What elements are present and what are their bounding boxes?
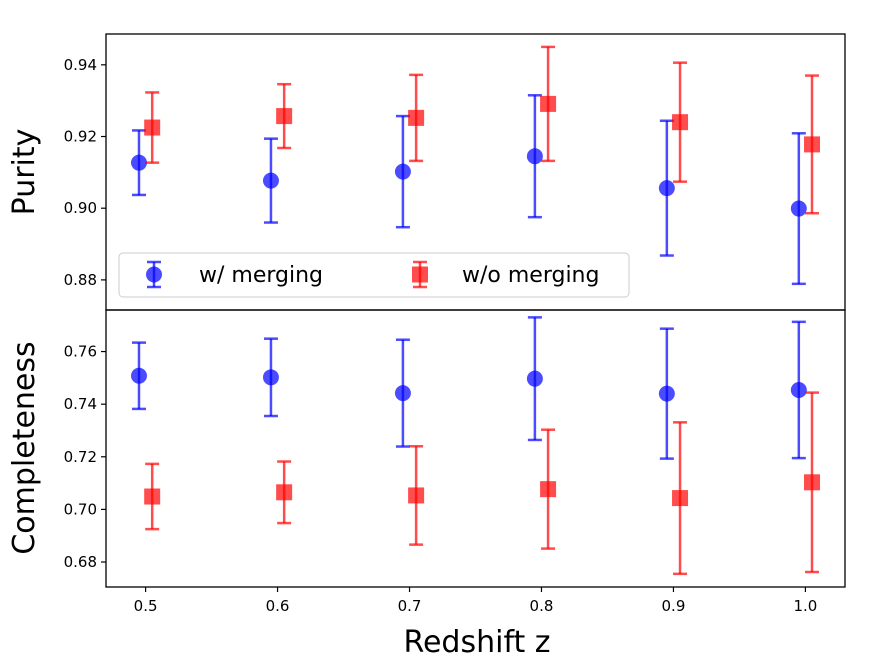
purity-marker-wo-merging bbox=[804, 136, 821, 153]
purity-panel: 0.88 0.90 0.92 0.94 Purity bbox=[7, 33, 846, 311]
completeness-marker-w-merging bbox=[790, 381, 807, 398]
completeness-marker-wo-merging bbox=[408, 487, 425, 504]
purity-marker-w-merging bbox=[658, 180, 675, 197]
purity-point-w-merging bbox=[262, 137, 279, 224]
completeness-marker-w-merging bbox=[130, 367, 147, 384]
x-ticks: 0.5 0.6 0.7 0.8 0.9 1.0 bbox=[134, 587, 817, 615]
purity-point-w-merging bbox=[658, 119, 675, 257]
legend-label-w-merging: w/ merging bbox=[199, 263, 323, 288]
completeness-point-w-merging bbox=[130, 341, 147, 411]
purity-y-ticks: 0.88 0.90 0.92 0.94 bbox=[64, 56, 106, 289]
x-tick-label: 0.9 bbox=[662, 597, 686, 615]
x-tick-label: 0.7 bbox=[398, 597, 422, 615]
completeness-y-tick-label: 0.70 bbox=[64, 500, 97, 518]
purity-marker-wo-merging bbox=[276, 108, 293, 125]
completeness-point-wo-merging bbox=[540, 428, 557, 550]
completeness-y-tick-label: 0.68 bbox=[64, 553, 97, 571]
completeness-panel: 0.680.700.720.740.76 0.5 0.6 0.7 0.8 0.9 1.0 … bbox=[7, 309, 846, 660]
x-axis-title: Redshift z bbox=[403, 625, 550, 660]
purity-marks bbox=[130, 45, 821, 286]
completeness-point-wo-merging bbox=[804, 391, 821, 574]
purity-marker-wo-merging bbox=[144, 119, 161, 136]
x-tick-label: 1.0 bbox=[793, 597, 817, 615]
purity-y-tick-label: 0.90 bbox=[64, 199, 97, 217]
legend-marker-w-merging bbox=[146, 260, 162, 289]
completeness-marker-wo-merging bbox=[276, 484, 293, 501]
purity-point-w-merging bbox=[130, 129, 147, 197]
completeness-point-wo-merging bbox=[408, 445, 425, 546]
purity-point-wo-merging bbox=[672, 61, 689, 183]
completeness-point-w-merging bbox=[262, 337, 279, 418]
purity-y-tick-label: 0.88 bbox=[64, 271, 97, 289]
purity-marker-w-merging bbox=[526, 148, 543, 165]
x-tick-label: 0.6 bbox=[266, 597, 290, 615]
completeness-marker-w-merging bbox=[526, 370, 543, 387]
purity-marker-wo-merging bbox=[540, 95, 557, 112]
completeness-y-tick-label: 0.76 bbox=[64, 343, 97, 361]
legend-label-wo-merging: w/o merging bbox=[462, 263, 599, 288]
completeness-point-w-merging bbox=[526, 316, 543, 442]
completeness-marker-w-merging bbox=[658, 385, 675, 402]
completeness-point-wo-merging bbox=[144, 462, 161, 531]
purity-marker-w-merging bbox=[262, 172, 279, 189]
purity-point-w-merging bbox=[526, 94, 543, 219]
purity-point-wo-merging bbox=[408, 73, 425, 163]
completeness-point-wo-merging bbox=[672, 421, 689, 576]
completeness-point-w-merging bbox=[790, 320, 807, 460]
x-tick-label: 0.5 bbox=[134, 597, 158, 615]
completeness-marks bbox=[130, 316, 821, 576]
purity-marker-wo-merging bbox=[672, 114, 689, 131]
completeness-y-tick-label: 0.74 bbox=[64, 395, 97, 413]
completeness-point-w-merging bbox=[394, 338, 411, 448]
completeness-y-ticks: 0.68 0.70 0.72 0.74 0.76 bbox=[64, 343, 106, 571]
purity-point-w-merging bbox=[790, 132, 807, 286]
purity-y-tick-label: 0.94 bbox=[64, 56, 97, 74]
purity-point-wo-merging bbox=[540, 45, 557, 163]
purity-point-w-merging bbox=[394, 114, 411, 229]
legend-frame bbox=[118, 252, 630, 298]
completeness-axis-title: Completeness bbox=[7, 341, 42, 554]
purity-axis-title: Purity bbox=[7, 129, 42, 216]
x-tick-label: 0.8 bbox=[530, 597, 554, 615]
completeness-marker-w-merging bbox=[394, 385, 411, 402]
completeness-marker-wo-merging bbox=[144, 488, 161, 505]
purity-marker-wo-merging bbox=[408, 109, 425, 126]
completeness-marker-wo-merging bbox=[672, 490, 689, 507]
purity-y-tick-label: 0.92 bbox=[64, 128, 97, 146]
completeness-point-w-merging bbox=[658, 327, 675, 460]
completeness-plot-area bbox=[105, 309, 846, 588]
completeness-marker-wo-merging bbox=[804, 474, 821, 491]
completeness-point-wo-merging bbox=[276, 460, 293, 525]
purity-marker-w-merging bbox=[394, 163, 411, 180]
completeness-marker-w-merging bbox=[262, 369, 279, 386]
completeness-y-tick-label: 0.72 bbox=[64, 448, 97, 466]
completeness-marker-wo-merging bbox=[540, 481, 557, 498]
legend-marker-wo-merging bbox=[412, 260, 428, 289]
purity-marker-w-merging bbox=[130, 154, 147, 171]
purity-point-wo-merging bbox=[276, 82, 293, 150]
purity-point-wo-merging bbox=[804, 74, 821, 215]
legend: w/ merging w/o merging bbox=[118, 252, 630, 298]
purity-point-wo-merging bbox=[144, 91, 161, 164]
purity-marker-w-merging bbox=[790, 200, 807, 217]
